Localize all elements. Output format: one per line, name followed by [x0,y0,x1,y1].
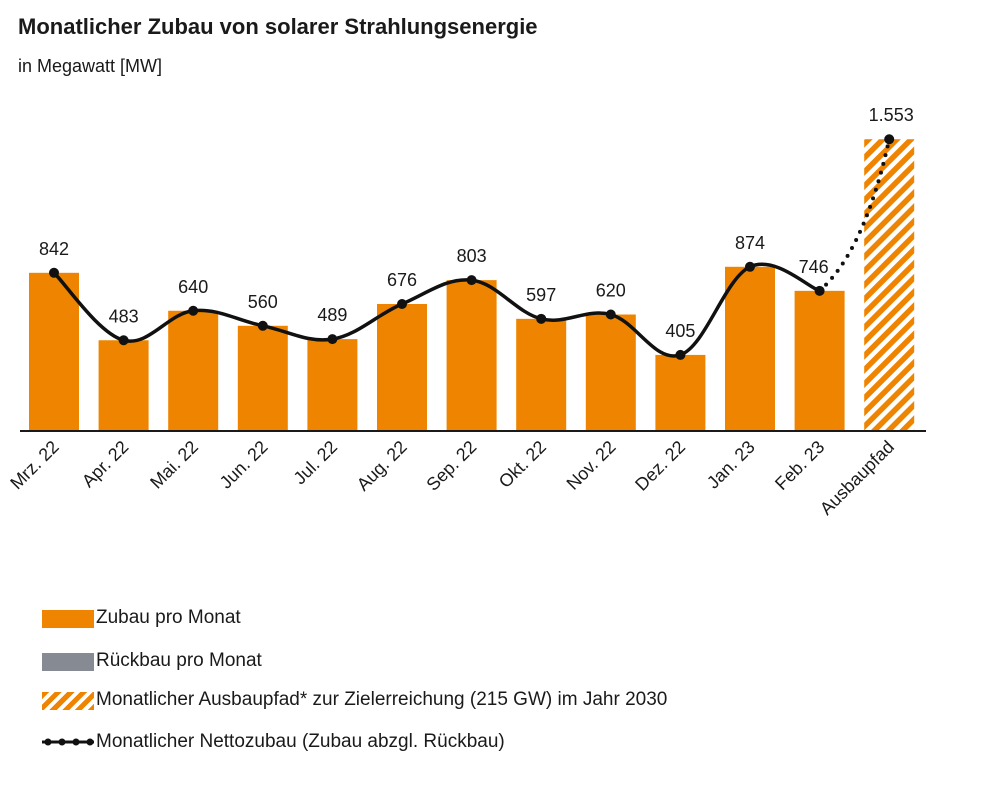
bar-ausbaupfad [864,139,915,431]
value-label: 842 [39,239,69,259]
value-label: 405 [665,321,695,341]
legend-label: Rückbau pro Monat [96,650,262,671]
value-label: 620 [596,281,626,301]
net-line-point [536,313,547,324]
chart-subtitle: in Megawatt [MW] [18,56,163,76]
bar-8 [585,314,636,431]
x-tick-label: Sep. 22 [422,437,480,495]
bar-0 [29,272,79,431]
bars-layer [29,139,915,431]
bar-6 [446,280,497,431]
value-label: 874 [735,233,765,253]
legend-swatch-hatched [42,692,94,710]
value-label: 676 [387,270,417,290]
net-line-point [397,298,407,309]
x-tick-label: Dez. 22 [631,437,689,495]
net-line-point [605,309,616,320]
bar-11 [794,290,845,431]
net-line-point [884,134,895,145]
bar-7 [516,318,567,431]
bar-10 [725,266,775,431]
value-label: 640 [178,277,208,297]
x-tick-label: Ausbaupfad [816,437,898,519]
net-line-point [49,267,59,278]
value-label: 489 [317,305,347,325]
net-line-point [327,334,338,345]
net-line-projection [817,137,892,293]
x-tick-label: Jan. 23 [703,437,759,493]
x-tick-label: Okt. 22 [495,437,550,492]
legend-swatch-dotted-line [42,738,94,746]
x-tick-label: Nov. 22 [563,437,620,494]
x-tick-label: Aug. 22 [353,437,411,495]
net-line-point [814,285,825,296]
value-label: 1.553 [869,105,914,125]
legend-swatch-grey [42,653,94,671]
net-line-layer [49,134,895,360]
net-line-point [675,349,686,360]
value-labels-layer: 842 483 640 560 489 676 803 597 620 405 874 746 1.55… [39,105,914,341]
value-label: 803 [457,246,487,266]
bar-3 [237,325,288,431]
value-label: 746 [799,257,829,277]
value-label: 560 [248,292,278,312]
x-tick-label: Mai. 22 [146,437,202,493]
net-line-point [118,335,129,346]
x-tick-label: Feb. 23 [771,437,828,494]
x-tick-label: Mrz. 22 [6,437,63,494]
legend-label: Zubau pro Monat [96,607,241,628]
bar-chart: 842 483 640 560 489 676 803 597 620 405 874 746 1.55… [6,105,926,519]
bar-2 [168,310,219,431]
x-tick-label: Jul. 22 [290,437,342,489]
net-line-point [257,320,268,331]
bar-1 [98,340,149,431]
chart-title: Monatlicher Zubau von solarer Strahlungs… [18,14,538,39]
bar-5 [377,303,427,431]
legend-label: Monatlicher Nettozubau (Zubau abzgl. Rüc… [96,731,505,752]
bar-4 [307,339,358,431]
legend-swatch-orange [42,610,94,628]
x-tick-labels-layer: Mrz. 22 Apr. 22 Mai. 22 Jun. 22 Jul. 22 Aug. … [6,437,898,519]
net-line-point [188,305,199,316]
net-line [52,262,821,358]
value-label: 597 [526,285,556,305]
legend-label: Monatlicher Ausbaupfad* zur Zielerreichu… [96,689,668,710]
net-line-point [466,275,477,286]
bar-9 [655,354,706,431]
x-tick-label: Jun. 22 [216,437,272,493]
x-tick-label: Apr. 22 [78,437,132,491]
value-label: 483 [109,306,139,326]
net-line-point [745,261,755,272]
